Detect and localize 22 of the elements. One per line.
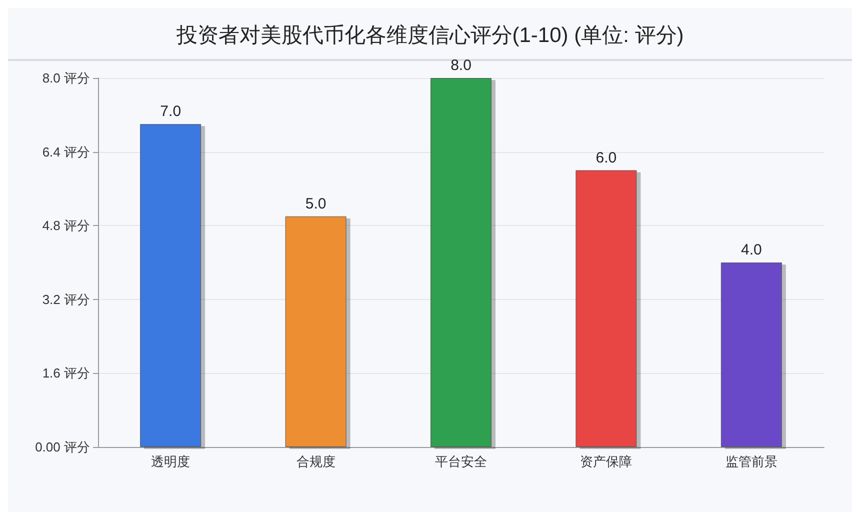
x-tick-label: 资产保障 — [580, 454, 632, 469]
data-label: 4.0 — [740, 242, 762, 258]
y-tick-label: 3.2 评分 — [42, 292, 90, 307]
bar — [140, 124, 202, 447]
bar — [576, 170, 637, 447]
y-tick-label: 1.6 评分 — [42, 366, 90, 381]
y-tick-label: 8.0 评分 — [42, 70, 90, 86]
x-tick-label: 平台安全 — [435, 454, 487, 469]
x-tick-label: 合规度 — [296, 454, 336, 469]
y-tick-label: 6.4 评分 — [42, 144, 90, 160]
chart-title: 投资者对美股代币化各维度信心评分(1-10) (单位: 评分) — [175, 24, 684, 47]
data-label: 7.0 — [160, 103, 182, 120]
x-tick-label: 监管前景 — [725, 454, 778, 469]
y-tick-label: 4.8 评分 — [42, 218, 90, 234]
data-label: 5.0 — [305, 195, 326, 212]
x-tick-label: 透明度 — [151, 454, 190, 469]
data-label: 6.0 — [596, 149, 617, 166]
bar — [285, 216, 346, 447]
bar — [720, 262, 782, 447]
y-tick-label: 0.00 评分 — [35, 440, 90, 454]
bar — [430, 78, 492, 447]
data-label: 8.0 — [450, 57, 472, 74]
